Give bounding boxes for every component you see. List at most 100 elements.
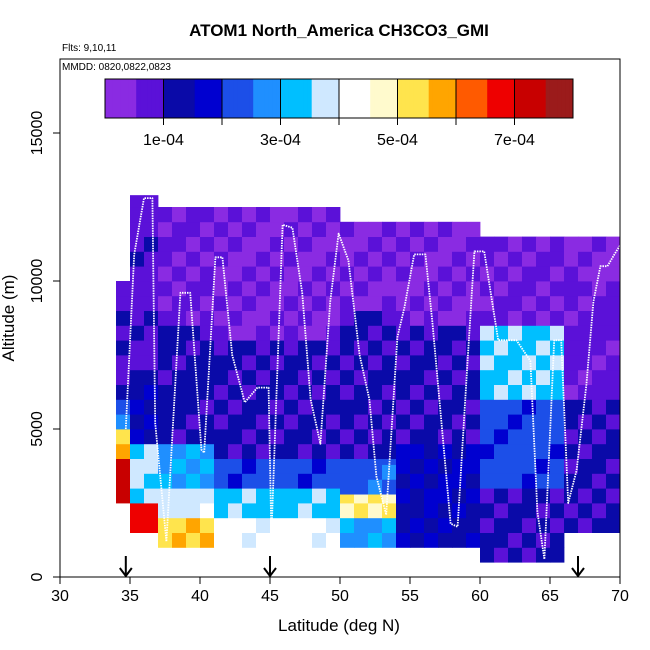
- heatmap-cell: [480, 295, 495, 311]
- heatmap-cell: [284, 532, 299, 548]
- heatmap-cell: [508, 325, 523, 341]
- heatmap-cell: [298, 295, 313, 311]
- heatmap-cell: [186, 399, 201, 415]
- heatmap-cell: [256, 251, 271, 267]
- heatmap-cell: [550, 295, 565, 311]
- heatmap-cell: [592, 236, 607, 252]
- heatmap-field: [116, 195, 620, 563]
- heatmap-cell: [354, 266, 369, 282]
- heatmap-cell: [270, 325, 285, 341]
- heatmap-cell: [144, 281, 159, 297]
- heatmap-cell: [508, 532, 523, 548]
- heatmap-cell: [480, 266, 495, 282]
- heatmap-cell: [284, 384, 299, 400]
- heatmap-cell: [606, 503, 620, 519]
- heatmap-cell: [536, 414, 551, 430]
- heatmap-cell: [522, 532, 537, 548]
- heatmap-cell: [130, 236, 145, 252]
- colorbar-segment: [147, 79, 153, 118]
- colorbar-segment: [549, 79, 554, 118]
- heatmap-cell: [522, 369, 537, 385]
- colorbar-segment: [491, 79, 496, 118]
- heatmap-cell: [242, 340, 257, 356]
- heatmap-cell: [606, 384, 620, 400]
- heatmap-cell: [214, 266, 229, 282]
- heatmap-cell: [144, 399, 159, 415]
- colorbar-segment: [136, 79, 141, 118]
- heatmap-cell: [158, 355, 173, 371]
- heatmap-cell: [242, 281, 257, 297]
- heatmap-cell: [368, 310, 383, 326]
- heatmap-cell: [144, 221, 159, 237]
- colorbar-tick-label: 5e-04: [377, 132, 418, 149]
- heatmap-cell: [130, 325, 145, 341]
- x-tick-label: 70: [611, 588, 629, 605]
- colorbar-segment: [534, 79, 539, 118]
- heatmap-cell: [298, 443, 313, 459]
- heatmap-cell: [578, 517, 593, 533]
- heatmap-cell: [172, 207, 187, 223]
- heatmap-cell: [592, 295, 607, 311]
- heatmap-cell: [494, 517, 509, 533]
- heatmap-cell: [242, 443, 257, 459]
- heatmap-cell: [466, 251, 481, 267]
- x-tick-label: 50: [331, 588, 349, 605]
- heatmap-cell: [298, 310, 313, 326]
- heatmap-cell: [354, 464, 369, 480]
- heatmap-cell: [256, 281, 271, 297]
- heatmap-cell: [256, 325, 271, 341]
- heatmap-cell: [466, 458, 481, 474]
- heatmap-cell: [536, 503, 551, 519]
- heatmap-cell: [354, 443, 369, 459]
- heatmap-cell: [466, 443, 481, 459]
- heatmap-cell: [214, 517, 229, 533]
- heatmap-cell: [592, 355, 607, 371]
- heatmap-cell: [452, 310, 467, 326]
- heatmap-cell: [130, 310, 145, 326]
- heatmap-cell: [200, 355, 215, 371]
- heatmap-cell: [200, 251, 215, 267]
- heatmap-cell: [382, 532, 397, 548]
- heatmap-cell: [158, 266, 173, 282]
- heatmap-cell: [144, 414, 159, 430]
- heatmap-cell: [550, 251, 565, 267]
- heatmap-cell: [144, 325, 159, 341]
- colorbar-segment: [155, 79, 161, 118]
- heatmap-cell: [564, 355, 579, 371]
- heatmap-cell: [284, 458, 299, 474]
- x-tick-label: 45: [261, 588, 279, 605]
- colorbar-segment: [253, 79, 258, 118]
- heatmap-cell: [452, 355, 467, 371]
- heatmap-cell: [242, 221, 257, 237]
- colorbar-segment: [366, 79, 371, 118]
- heatmap-cell: [284, 281, 299, 297]
- heatmap-cell: [228, 221, 243, 237]
- heatmap-cell: [508, 340, 523, 356]
- colorbar-segment: [424, 79, 430, 118]
- colorbar-segment: [479, 79, 484, 118]
- heatmap-cell: [354, 384, 369, 400]
- y-tick-label: 15000: [29, 111, 46, 156]
- colorbar-segment: [569, 79, 574, 118]
- heatmap-cell: [172, 266, 187, 282]
- heatmap-cell: [200, 207, 215, 223]
- heatmap-cell: [298, 517, 313, 533]
- heatmap-cell: [494, 281, 509, 297]
- heatmap-cell: [144, 458, 159, 474]
- heatmap-cell: [578, 281, 593, 297]
- heatmap-cell: [284, 473, 299, 489]
- heatmap-cell: [438, 251, 453, 267]
- heatmap-cell: [312, 281, 327, 297]
- colorbar-segment: [167, 79, 172, 118]
- colorbar-segment: [518, 79, 523, 118]
- heatmap-cell: [214, 488, 229, 504]
- heatmap-cell: [354, 458, 369, 465]
- y-axis-label: Altitude (m): [0, 275, 18, 362]
- heatmap-cell: [228, 310, 243, 326]
- heatmap-cell: [298, 488, 313, 504]
- heatmap-cell: [144, 473, 159, 489]
- colorbar-segment: [475, 79, 480, 118]
- heatmap-cell: [592, 281, 607, 297]
- heatmap-cell: [284, 503, 299, 519]
